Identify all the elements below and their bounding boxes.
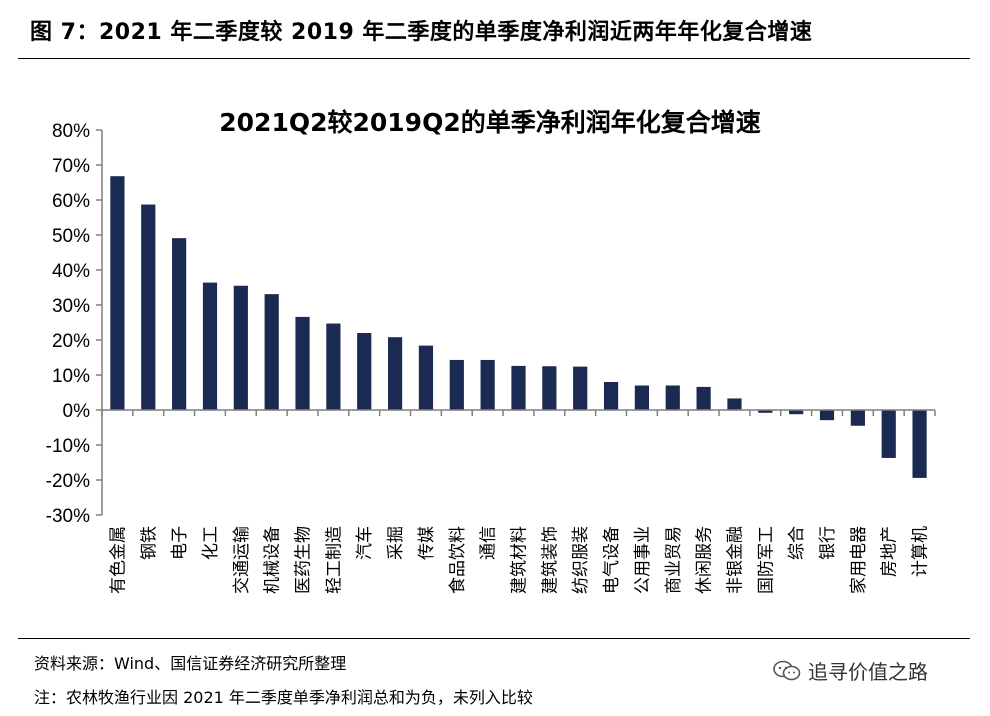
bar-10 (418, 345, 434, 410)
category-label: 机械设备 (263, 526, 283, 594)
category-label: 医药生物 (294, 526, 314, 594)
bars (110, 176, 927, 478)
bar-8 (357, 333, 372, 410)
bar-chart: 2021Q2较2019Q2的单季净利润年化复合增速 80% 70% 60% 50% 40… (46, 108, 936, 594)
category-label: 纺织服装 (571, 526, 591, 594)
category-label: 化工 (201, 526, 221, 560)
chart-title: 2021Q2较2019Q2的单季净利润年化复合增速 (219, 108, 760, 137)
figure-title: 图 7：2021 年二季度较 2019 年二季度的单季度净利润近两年年化复合增速 (30, 20, 813, 45)
bottom-rule (18, 638, 970, 639)
category-label: 商业贸易 (664, 526, 684, 594)
bar-13 (511, 365, 526, 410)
bar-3 (202, 282, 218, 410)
category-label: 有色金属 (108, 526, 128, 594)
x-axis (101, 409, 936, 416)
category-label: 交通运输 (232, 526, 252, 594)
top-rule (18, 58, 970, 59)
bar-9 (388, 337, 403, 410)
y-tick-label: 80% (52, 121, 90, 142)
source-note: 资料来源：Wind、国信证券经济研究所整理 (34, 654, 347, 673)
bar-14 (542, 366, 557, 410)
y-tick-label: 70% (52, 156, 90, 177)
y-tick-label: -10% (46, 436, 90, 457)
y-tick-label: 20% (52, 331, 90, 352)
wechat-icon (773, 660, 801, 680)
category-label: 建筑装饰 (540, 526, 560, 594)
bar-24 (850, 410, 865, 426)
category-label: 休闲服务 (695, 526, 715, 594)
watermark: 追寻价值之路 (772, 656, 928, 685)
y-tick-label: 0% (63, 401, 91, 422)
y-tick-label: 30% (52, 296, 90, 317)
category-label: 建筑材料 (510, 526, 530, 594)
bar-7 (326, 323, 341, 410)
category-label: 电气设备 (602, 526, 622, 594)
bar-15 (573, 366, 588, 410)
watermark-text: 追寻价值之路 (808, 660, 928, 684)
category-label: 公用事业 (633, 526, 653, 594)
bar-20 (727, 398, 742, 410)
y-tick-label: -20% (46, 471, 90, 492)
category-label: 综合 (787, 526, 807, 560)
category-label: 家用电器 (849, 526, 869, 594)
bar-18 (665, 385, 680, 410)
y-tick-label: 50% (52, 226, 90, 247)
category-label: 传媒 (417, 526, 437, 560)
category-label: 食品饮料 (448, 526, 468, 594)
bar-4 (233, 285, 248, 410)
footnote: 注：农林牧渔行业因 2021 年二季度单季净利润总和为负，未列入比较 (34, 688, 533, 707)
bar-5 (264, 294, 279, 410)
bar-22 (789, 410, 804, 415)
category-labels: 有色金属 钢铁 电子 化工 交通运输 机械设备 医药生物 轻工制造 汽车 采掘 传媒 食品饮料 通信 建筑… (108, 526, 930, 594)
y-tick-label: 60% (52, 191, 90, 212)
category-label: 钢铁 (139, 526, 159, 560)
bar-11 (449, 359, 464, 410)
bar-0 (110, 176, 125, 410)
category-label: 国防军工 (756, 526, 776, 594)
category-label: 汽车 (355, 526, 375, 560)
category-label: 房地产 (880, 526, 900, 577)
y-axis: 80% 70% 60% 50% 40% 30% 20% 10% 0% -10% -20% -30% (46, 121, 103, 527)
bar-16 (603, 382, 619, 410)
bar-21 (758, 410, 773, 413)
bar-6 (295, 316, 310, 410)
category-label: 电子 (170, 526, 190, 560)
y-tick-label: 40% (52, 261, 90, 282)
category-label: 非银金融 (725, 526, 745, 594)
bar-2 (172, 238, 187, 410)
bar-1 (141, 204, 156, 410)
bar-26 (912, 410, 927, 478)
y-tick-label: 10% (52, 366, 90, 387)
category-label: 计算机 (911, 526, 931, 577)
category-label: 银行 (818, 526, 838, 560)
bar-23 (819, 410, 835, 421)
bar-25 (881, 410, 896, 458)
bar-12 (480, 359, 495, 410)
y-tick-label: -30% (46, 506, 90, 527)
category-label: 通信 (479, 526, 499, 560)
category-label: 采掘 (386, 526, 406, 560)
bar-17 (634, 385, 649, 410)
category-label: 轻工制造 (324, 526, 344, 594)
bar-19 (696, 386, 711, 410)
